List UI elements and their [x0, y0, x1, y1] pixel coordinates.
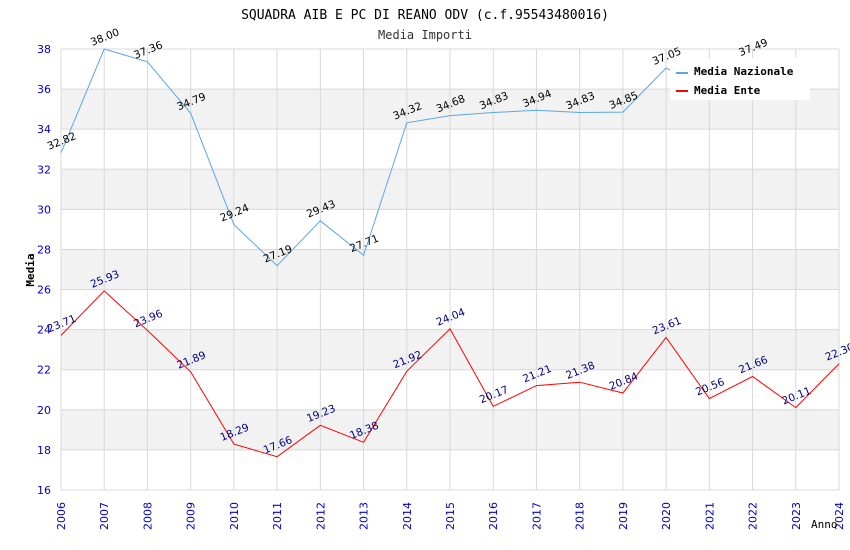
- x-tick-label: 2019: [617, 502, 630, 530]
- x-tick-label: 2006: [55, 502, 68, 530]
- x-tick-label: 2009: [185, 502, 198, 530]
- legend-label-media-nazionale: Media Nazionale: [694, 65, 794, 78]
- y-tick-label: 22: [37, 364, 51, 377]
- x-tick-label: 2007: [98, 502, 111, 530]
- chart-subtitle: Media Importi: [378, 28, 472, 42]
- x-tick-label: 2014: [401, 502, 414, 530]
- x-tick-label: 2013: [358, 502, 371, 530]
- x-tick-label: 2021: [703, 502, 716, 530]
- legend-label-media-ente: Media Ente: [694, 84, 761, 97]
- y-tick-label: 34: [37, 123, 51, 136]
- y-tick-label: 20: [37, 404, 51, 417]
- y-tick-label: 38: [37, 43, 51, 56]
- grid-lines: [60, 48, 840, 491]
- y-tick-label: 32: [37, 163, 51, 176]
- series-line-media-ente: [60, 290, 840, 458]
- x-tick-label: 2020: [660, 502, 673, 530]
- legend-box: [670, 58, 810, 100]
- data-label-media-ente: 20.56: [694, 376, 727, 399]
- data-label-media-ente: 20.84: [608, 370, 641, 393]
- data-label-media-nazionale: 37.49: [737, 37, 769, 59]
- x-tick-label: 2023: [790, 502, 803, 530]
- x-tick-label: 2024: [833, 502, 846, 530]
- x-tick-label: 2017: [530, 502, 543, 530]
- y-axis-label: Media: [24, 253, 37, 286]
- x-axis-label: Anno: [811, 518, 838, 531]
- data-label-media-nazionale: 37.36: [132, 39, 165, 62]
- y-tick-label: 16: [37, 484, 51, 497]
- y-tick-label: 26: [37, 284, 51, 297]
- x-tick-label: 2012: [314, 502, 327, 530]
- x-tick-label: 2018: [574, 502, 587, 530]
- data-label-media-nazionale: 38.00: [89, 26, 121, 48]
- y-tick-label: 18: [37, 444, 51, 457]
- series-line-media-nazionale: [60, 48, 753, 267]
- x-tick-label: 2011: [271, 502, 284, 530]
- x-tick-label: 2008: [141, 502, 154, 530]
- y-tick-label: 36: [37, 83, 51, 96]
- y-axis-ticks: 16 18 20 22 24 26 28 30 32 34 36 38: [37, 43, 51, 497]
- series-lines: [60, 48, 840, 458]
- x-axis-ticks: 2006 2007 2008 2009 2010 2011 2012 2013 2014 2015…: [55, 502, 846, 530]
- x-tick-label: 2016: [487, 502, 500, 530]
- y-tick-label: 28: [37, 243, 51, 256]
- data-label-media-ente: 20.11: [780, 385, 812, 407]
- x-tick-label: 2015: [444, 502, 457, 530]
- data-label-media-ente: 24.04: [435, 306, 468, 329]
- data-label-media-ente: 23.96: [132, 308, 165, 331]
- chart-title: SQUADRA AIB E PC DI REANO ODV (c.f.95543…: [241, 8, 609, 23]
- y-tick-label: 24: [37, 324, 51, 337]
- y-tick-label: 30: [37, 203, 51, 216]
- legend: Media Nazionale Media Ente: [670, 58, 810, 100]
- x-tick-label: 2022: [747, 502, 760, 530]
- x-tick-label: 2010: [228, 502, 241, 530]
